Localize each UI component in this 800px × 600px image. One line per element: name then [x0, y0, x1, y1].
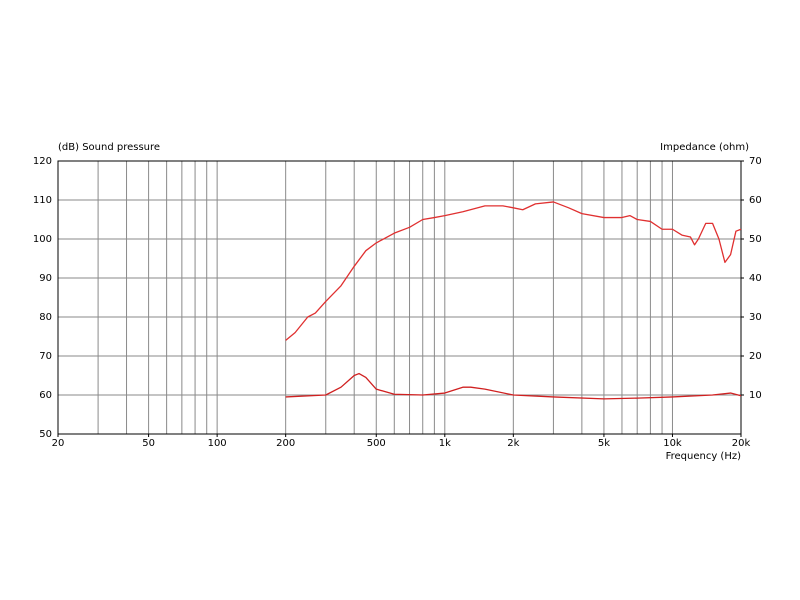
x-tick-label: 5k [598, 438, 610, 449]
y2-tick-label: 70 [749, 156, 762, 167]
x-tick-label: 1k [439, 438, 451, 449]
series-line [285, 201, 742, 341]
y2-tick-label: 30 [749, 312, 762, 323]
y-tick-label: 80 [39, 312, 52, 323]
x-axis-title: Frequency (Hz) [666, 451, 742, 462]
y-tick-label: 120 [33, 156, 52, 167]
y-tick-label: 50 [39, 429, 52, 440]
y-tick-label: 90 [39, 273, 52, 284]
x-tick-label: 20k [732, 438, 751, 449]
y2-tick-label: 50 [749, 234, 762, 245]
x-tick-label: 500 [367, 438, 386, 449]
x-tick-label: 20 [52, 438, 65, 449]
y-tick-label: 110 [33, 195, 52, 206]
x-tick-label: 50 [142, 438, 155, 449]
x-tick-label: 2k [507, 438, 519, 449]
left-axis-title: (dB) Sound pressure [58, 142, 160, 153]
y2-tick-label: 10 [749, 390, 762, 401]
y2-tick-label: 60 [749, 195, 762, 206]
x-tick-label: 200 [276, 438, 295, 449]
y2-tick-label: 40 [749, 273, 762, 284]
y-tick-label: 60 [39, 390, 52, 401]
plot-frame [57, 160, 742, 435]
right-axis-title: Impedance (ohm) [660, 142, 749, 153]
y2-tick-label: 20 [749, 351, 762, 362]
x-tick-label: 10k [663, 438, 682, 449]
series-line [285, 372, 742, 400]
y-tick-label: 70 [39, 351, 52, 362]
x-tick-label: 100 [208, 438, 227, 449]
y-tick-label: 100 [33, 234, 52, 245]
